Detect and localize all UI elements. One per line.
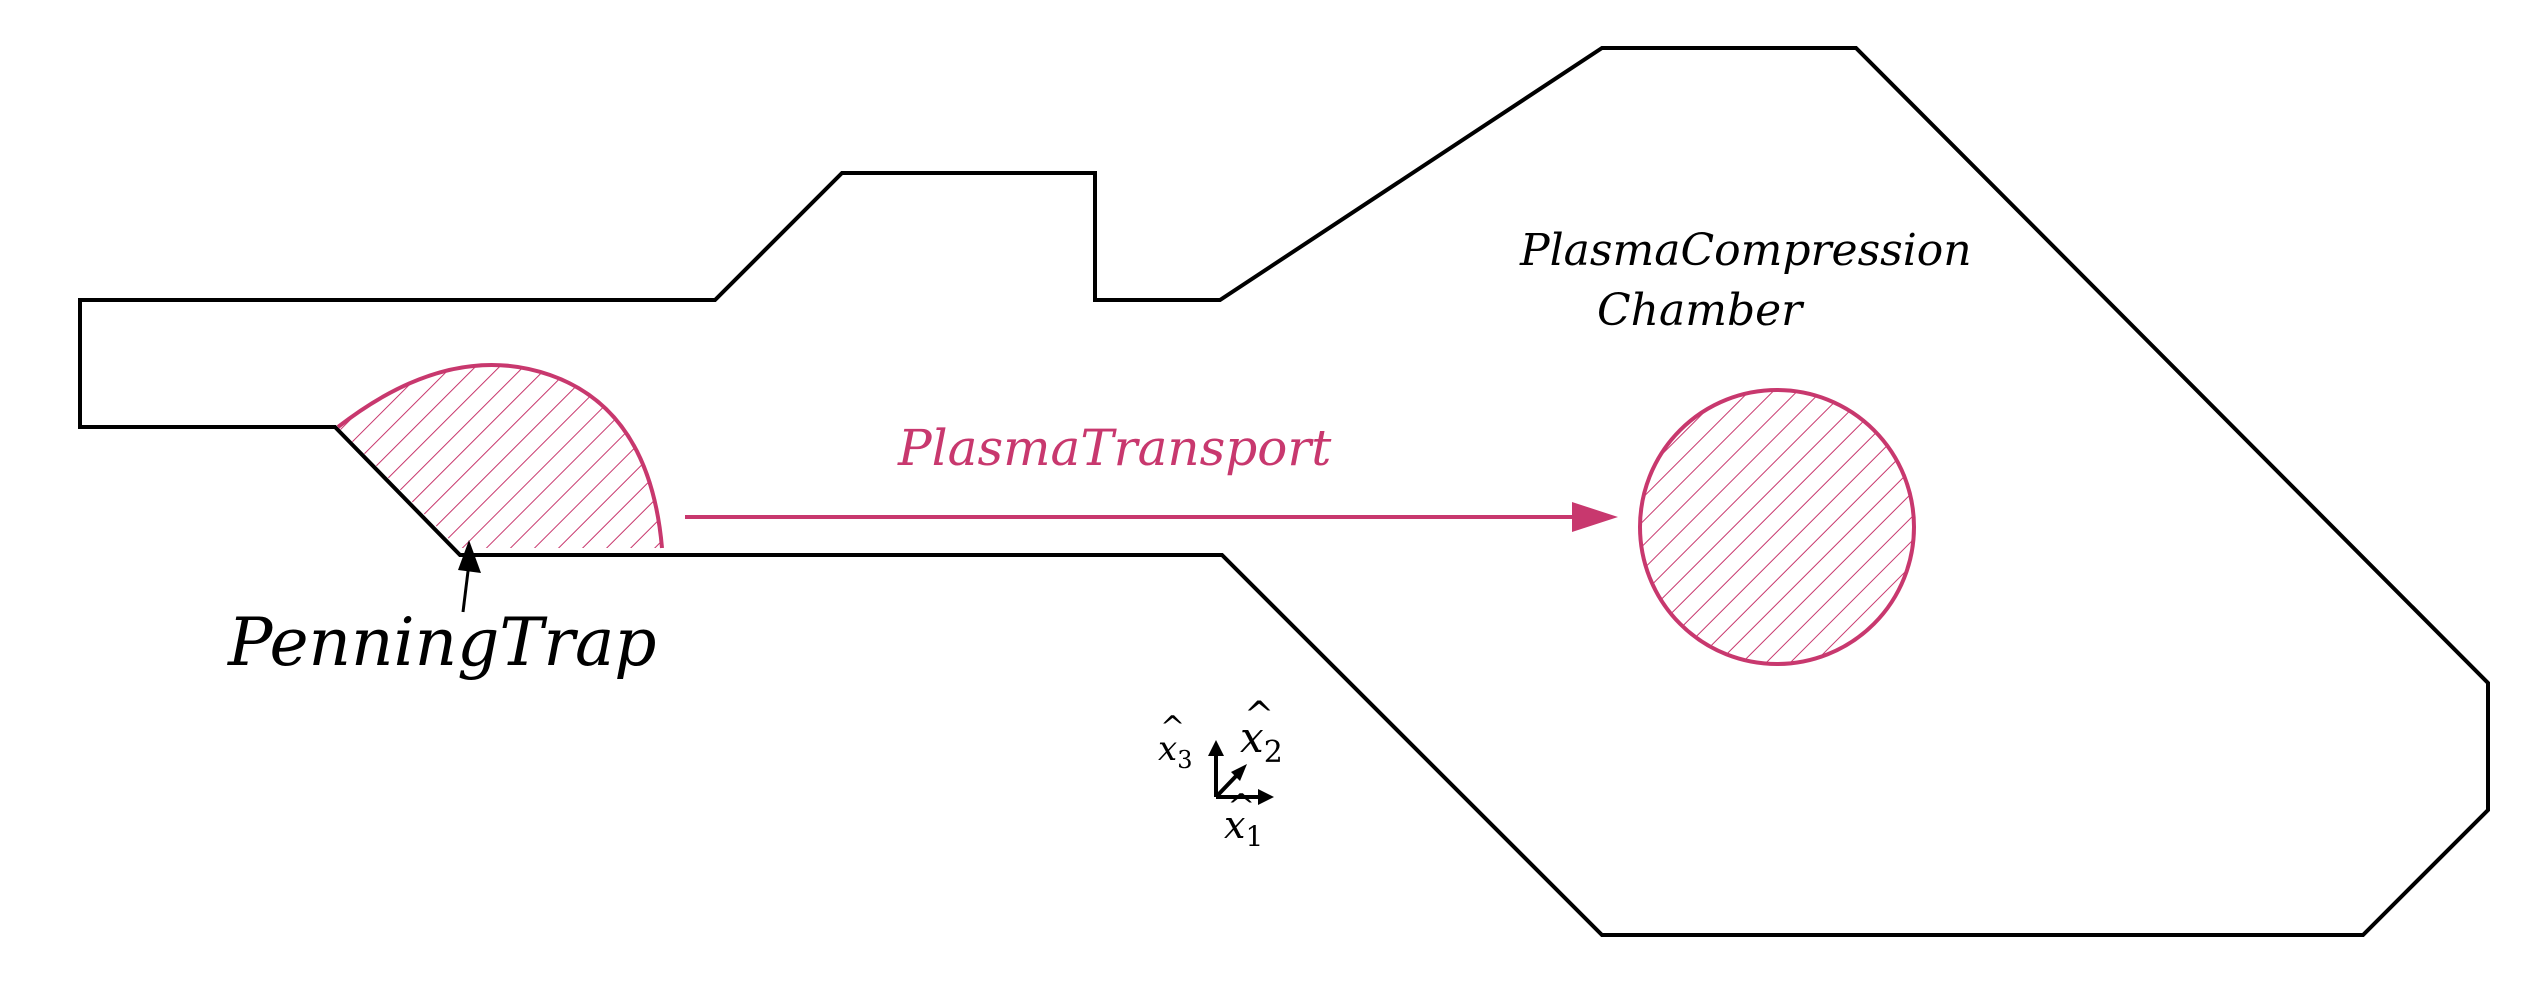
x2-label: x2 bbox=[1240, 713, 1283, 770]
penning-trap-label: PenningTrap bbox=[227, 604, 657, 681]
x2-axis bbox=[1214, 772, 1240, 799]
penning-trap-pointer-head bbox=[458, 540, 481, 573]
x2-label-hat: ^ bbox=[1244, 695, 1274, 736]
x3-label: x3 bbox=[1158, 729, 1192, 774]
x3-label-hat: ^ bbox=[1160, 710, 1185, 745]
x2-axis-head bbox=[1231, 764, 1247, 781]
x3-axis-head bbox=[1208, 740, 1224, 756]
compressed-plasma-circle bbox=[1638, 388, 1916, 666]
x1-label-hat: ^ bbox=[1227, 787, 1256, 827]
coordinate-axes: ^ x3 ^ x2 ^ x1 bbox=[1158, 695, 1283, 853]
penning-trap-region bbox=[338, 364, 662, 548]
x1-label: x1 bbox=[1224, 803, 1263, 853]
plasma-transport-arrowhead bbox=[1572, 502, 1618, 532]
x1-axis-head bbox=[1258, 789, 1274, 805]
device-outline bbox=[78, 46, 2490, 937]
plasma-transport-label: PlasmaTransport bbox=[897, 419, 1332, 477]
penning-trap-boundary bbox=[336, 363, 664, 549]
compression-chamber-label-line1: PlasmaCompression bbox=[1519, 225, 1972, 276]
compression-chamber-label-line2: Chamber bbox=[1597, 285, 1805, 336]
